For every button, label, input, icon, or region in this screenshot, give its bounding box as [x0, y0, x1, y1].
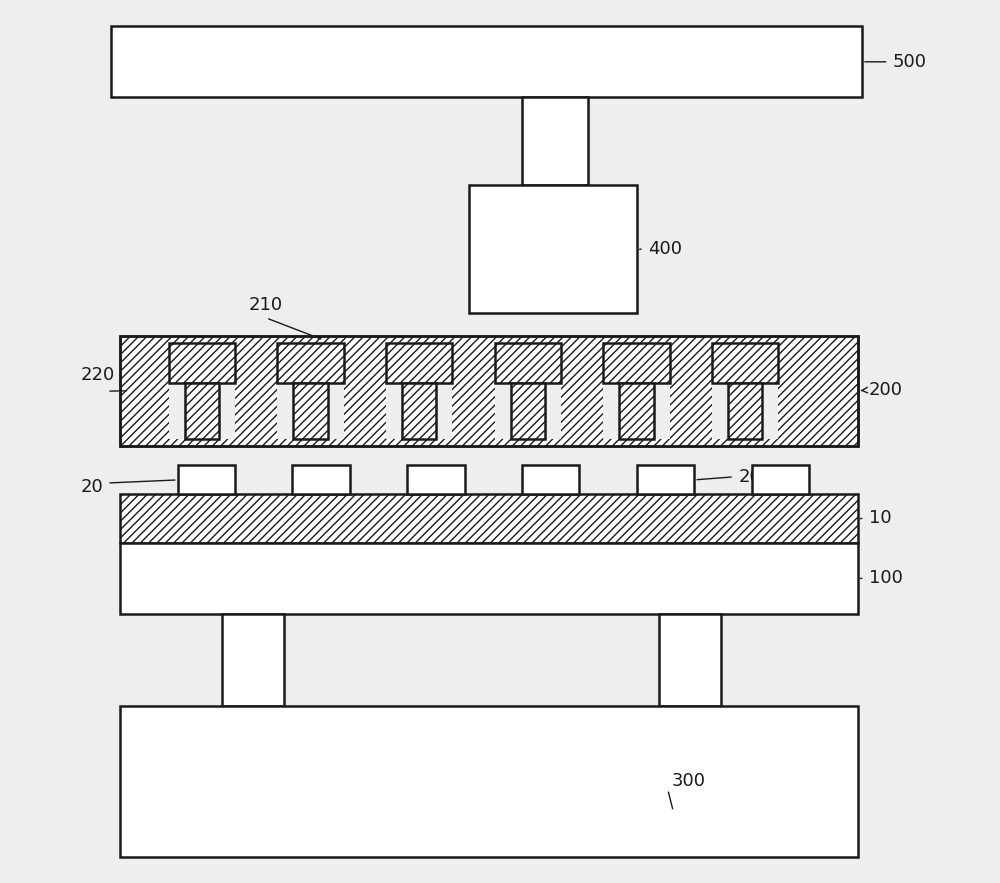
Bar: [169, 343, 235, 439]
Bar: [120, 706, 858, 857]
Bar: [469, 185, 637, 313]
Text: 220: 220: [81, 366, 115, 384]
Text: 400: 400: [648, 240, 682, 258]
Bar: [522, 97, 588, 185]
Bar: [111, 26, 862, 97]
Bar: [522, 465, 579, 494]
Bar: [603, 343, 670, 383]
Text: 100: 100: [869, 570, 903, 587]
Bar: [222, 614, 284, 706]
Bar: [120, 336, 858, 446]
Bar: [637, 465, 694, 494]
Bar: [386, 343, 452, 383]
Bar: [120, 494, 858, 543]
Bar: [495, 343, 561, 383]
Bar: [619, 383, 654, 439]
Text: 500: 500: [893, 53, 927, 71]
Bar: [292, 465, 350, 494]
Bar: [402, 383, 436, 439]
Bar: [178, 465, 235, 494]
Bar: [728, 383, 762, 439]
Bar: [495, 343, 561, 439]
Text: 210: 210: [248, 296, 282, 313]
Bar: [407, 465, 465, 494]
Bar: [120, 336, 858, 446]
Bar: [659, 614, 721, 706]
Text: 20: 20: [738, 468, 761, 486]
Bar: [386, 343, 452, 439]
Bar: [185, 383, 219, 439]
Text: 20: 20: [81, 479, 103, 496]
Bar: [169, 343, 235, 383]
Bar: [293, 383, 328, 439]
Bar: [752, 465, 809, 494]
Bar: [277, 343, 344, 439]
Bar: [277, 343, 344, 383]
Text: 200: 200: [869, 381, 903, 399]
Text: 300: 300: [672, 772, 706, 789]
Bar: [712, 343, 778, 439]
Bar: [603, 343, 670, 439]
Bar: [712, 343, 778, 383]
Bar: [120, 543, 858, 614]
Text: 10: 10: [869, 509, 892, 527]
Bar: [511, 383, 545, 439]
